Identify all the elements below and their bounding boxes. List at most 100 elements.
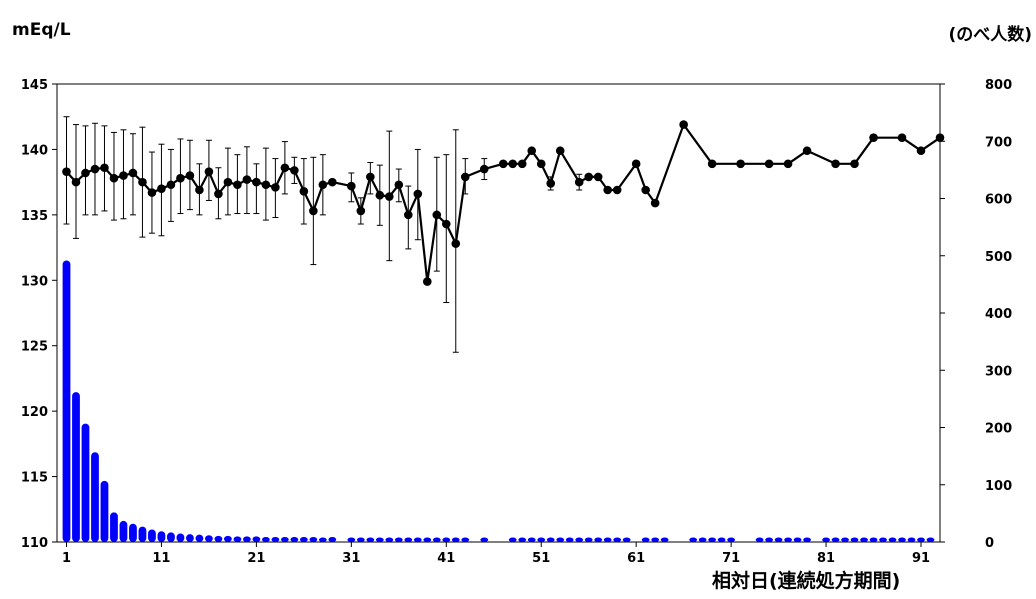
bar xyxy=(366,537,375,542)
bar xyxy=(784,537,792,542)
bar xyxy=(271,536,280,542)
bar xyxy=(214,535,223,542)
bar xyxy=(565,537,574,542)
bar xyxy=(176,533,185,542)
data-point xyxy=(138,177,147,187)
x-axis-tick-label: 31 xyxy=(342,551,360,566)
data-point xyxy=(404,210,413,220)
x-axis-tick-label: 91 xyxy=(912,551,930,566)
data-point xyxy=(62,167,71,176)
data-point xyxy=(869,133,878,142)
bar xyxy=(860,537,868,542)
bar xyxy=(651,537,660,542)
data-point xyxy=(394,180,404,190)
bar xyxy=(622,537,631,542)
data-point xyxy=(242,175,252,184)
data-point xyxy=(850,159,859,169)
data-point xyxy=(366,172,375,182)
data-point xyxy=(214,189,223,199)
bar xyxy=(385,537,394,542)
data-point xyxy=(90,164,100,174)
data-point xyxy=(831,159,840,169)
bar xyxy=(157,531,166,542)
bar xyxy=(261,536,270,542)
bar xyxy=(822,537,830,542)
data-point xyxy=(802,146,812,156)
left-axis-tick-label: 145 xyxy=(21,78,48,93)
x-axis-tick-label: 41 xyxy=(437,551,455,566)
right-axis-tick-label: 100 xyxy=(985,479,1012,494)
data-point xyxy=(422,277,432,286)
bar xyxy=(233,536,242,542)
bar xyxy=(252,536,261,542)
data-point xyxy=(261,180,271,190)
bar xyxy=(299,536,308,542)
bar xyxy=(110,512,118,542)
bar xyxy=(793,537,802,542)
bar xyxy=(518,537,527,542)
data-point xyxy=(517,159,527,169)
bar xyxy=(404,537,413,542)
bar xyxy=(186,534,194,542)
bar xyxy=(841,537,849,542)
left-axis-tick-label: 120 xyxy=(21,405,48,420)
bar xyxy=(242,536,251,542)
data-point xyxy=(71,177,81,187)
bar xyxy=(356,537,365,542)
data-point xyxy=(935,133,945,142)
bar xyxy=(91,452,99,542)
data-point xyxy=(527,146,537,156)
bar xyxy=(879,537,887,542)
data-point xyxy=(413,189,423,199)
data-point xyxy=(432,210,442,220)
x-axis-tick-label: 21 xyxy=(247,551,265,566)
data-point xyxy=(81,168,90,178)
left-axis-tick-label: 130 xyxy=(21,274,48,289)
x-axis-title: 相対日(連続処方期間) xyxy=(712,570,901,592)
bar xyxy=(698,537,707,542)
bar xyxy=(803,537,811,542)
bar xyxy=(205,535,213,542)
bar xyxy=(442,537,451,542)
bar xyxy=(148,529,156,542)
bar xyxy=(660,537,669,542)
right-axis-tick-label: 0 xyxy=(985,536,994,551)
data-point xyxy=(157,184,166,193)
data-point xyxy=(460,172,470,182)
bar xyxy=(708,537,717,542)
data-point xyxy=(100,163,109,173)
x-axis-tick-label: 61 xyxy=(627,551,645,566)
data-point xyxy=(280,163,290,173)
data-point xyxy=(356,206,366,216)
data-point xyxy=(555,146,565,156)
data-point xyxy=(479,164,489,174)
bar xyxy=(72,392,80,542)
data-point xyxy=(176,173,185,183)
bar xyxy=(774,537,783,542)
bar xyxy=(594,537,603,542)
right-axis-tick-label: 800 xyxy=(985,78,1012,93)
data-point xyxy=(783,159,793,169)
left-axis-tick-label: 110 xyxy=(21,536,48,551)
data-point xyxy=(119,171,128,180)
data-point xyxy=(185,171,195,180)
bar xyxy=(641,537,650,542)
data-point xyxy=(612,185,622,195)
data-point xyxy=(536,159,546,169)
bar xyxy=(328,536,337,542)
data-point xyxy=(290,166,299,175)
left-axis-tick-label: 115 xyxy=(21,471,48,486)
bar xyxy=(765,537,773,542)
bar xyxy=(584,537,593,542)
bar xyxy=(755,537,764,542)
data-point xyxy=(764,159,774,169)
bar xyxy=(280,536,289,542)
data-point xyxy=(328,177,337,187)
data-point xyxy=(707,159,717,169)
x-axis-tick-label: 1 xyxy=(62,551,71,566)
bar xyxy=(527,537,536,542)
left-axis-unit-label: mEq/L xyxy=(12,20,71,40)
x-axis-tick-label: 51 xyxy=(532,551,550,566)
left-axis-tick-label: 140 xyxy=(21,143,48,158)
